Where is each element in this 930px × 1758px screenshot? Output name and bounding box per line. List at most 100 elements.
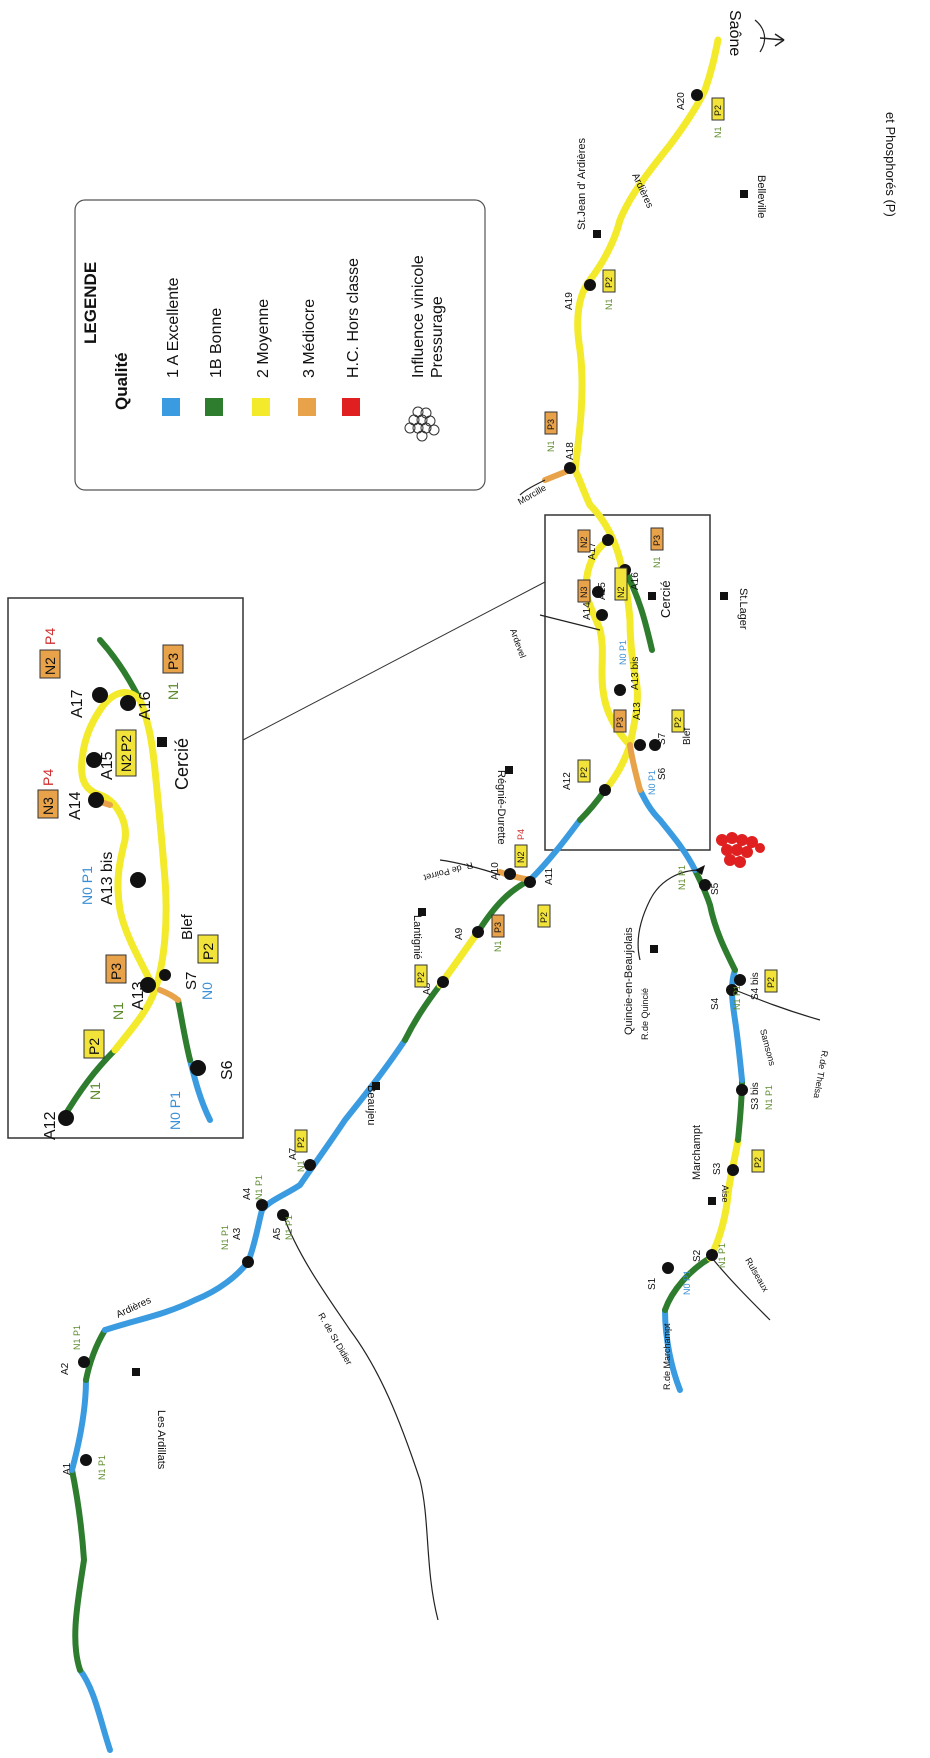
label-r-marchampt: R.de Marchampt xyxy=(662,1323,672,1390)
legend-label-poor: 3 Médiocre xyxy=(301,299,318,378)
s-orange-s7 xyxy=(627,742,643,793)
code-s2: N1 P1 xyxy=(717,1243,727,1268)
label-belleville: Belleville xyxy=(755,175,767,218)
label-les-ardillats: Les Ardillats xyxy=(155,1410,167,1470)
inset-river-green-s7 xyxy=(175,997,193,1063)
code-s3bis: N1 P1 xyxy=(764,1085,774,1110)
town-st-lager xyxy=(720,592,728,600)
label-s5: S5 xyxy=(710,882,721,895)
inset-code-a12-n: N1 xyxy=(87,1082,103,1100)
trib-ardevel xyxy=(539,614,601,631)
legend-swatch-excellent xyxy=(162,398,180,416)
segment-green-2 xyxy=(83,1327,108,1383)
badge-a14 xyxy=(577,579,591,603)
segment-blue-2 xyxy=(69,1377,89,1473)
label-a18: A18 xyxy=(565,442,576,460)
label-a9: A9 xyxy=(454,927,465,940)
town-quincie xyxy=(650,945,658,953)
legend-pressurage: Pressurage xyxy=(429,296,446,378)
label-a8: A8 xyxy=(422,982,433,995)
inset-badge-a12-text: P2 xyxy=(86,1038,102,1055)
badge-a15 xyxy=(614,567,628,601)
label-cercie: Cercié xyxy=(658,580,673,618)
label-s6: S6 xyxy=(657,767,668,780)
label-s3bis: S3 bis xyxy=(750,1082,761,1110)
badge-s4bis-text: P2 xyxy=(766,977,776,988)
dot-a2 xyxy=(78,1356,90,1368)
label-saone: Saône xyxy=(726,10,743,56)
code-a3: N1 P1 xyxy=(220,1225,230,1250)
dot-a5 xyxy=(277,1209,289,1221)
town-marchampt xyxy=(708,1197,716,1205)
badge-a19 xyxy=(602,269,616,293)
inset-dot-s7 xyxy=(159,969,171,981)
dot-s3bis xyxy=(736,1084,748,1096)
code-a1: N1 P1 xyxy=(97,1455,107,1480)
badge-a7 xyxy=(294,1129,308,1153)
dot-a15 xyxy=(592,586,604,598)
code-a16-n: N1 xyxy=(652,556,662,568)
inset-dot-a13 xyxy=(140,977,156,993)
inset-code-s7-n: N0 xyxy=(199,982,215,1000)
label-ardevel: Ardevel xyxy=(508,627,528,659)
label-a5: A5 xyxy=(272,1227,283,1240)
badge-a18-text: P3 xyxy=(546,419,556,430)
legend-swatch-average xyxy=(252,398,270,416)
badge-a15-text: N2 xyxy=(616,586,626,598)
badge-s3 xyxy=(751,1149,765,1173)
s-yellow-1 xyxy=(706,1136,742,1262)
inset-frame xyxy=(7,597,244,1139)
badge-a9 xyxy=(491,914,505,938)
zoom-frame xyxy=(544,514,711,851)
river-ardieres xyxy=(69,36,722,1753)
label-a13bis: A13 bis xyxy=(630,657,641,690)
badge-a11-text: P2 xyxy=(539,912,549,923)
inset-dot-a15 xyxy=(86,752,102,768)
legend-label-excellent: 1 A Excellente xyxy=(165,277,182,378)
legend-label-average: 2 Moyenne xyxy=(255,299,272,378)
inset-dot-s6 xyxy=(190,1060,206,1076)
inset-code-a16-n: N1 xyxy=(165,682,181,700)
trib-poirret xyxy=(439,859,501,876)
inset-badge-a14-text: N3 xyxy=(40,797,56,815)
inset-label-a16: A16 xyxy=(137,691,154,720)
inset-code-a13bis: N0 P1 xyxy=(79,866,95,905)
inset-code-a13-n: N1 xyxy=(110,1002,126,1020)
label-a3: A3 xyxy=(232,1227,243,1240)
badge-a8-text: P2 xyxy=(416,972,426,983)
label-a13: A13 xyxy=(632,702,643,720)
label-thelsa: R.de Thelsa xyxy=(812,1050,830,1099)
inset-badge-a15-n: N2 xyxy=(118,754,134,772)
inset-label-a17: A17 xyxy=(69,689,86,718)
badge-a17-text: N2 xyxy=(579,536,589,548)
river-south xyxy=(627,742,745,1393)
inset-label-cercie: Cercié xyxy=(172,738,192,790)
saone-arrow-icon xyxy=(759,33,785,47)
segment-yellow-3 xyxy=(571,36,722,474)
label-regnie: Régnié-Durette xyxy=(495,770,507,845)
inset-code-s6: N0 P1 xyxy=(167,1091,183,1130)
badge-s4bis xyxy=(764,969,778,993)
dot-s7 xyxy=(649,739,661,751)
inset-dot-a16 xyxy=(120,695,136,711)
inset-label-a15: A15 xyxy=(99,751,116,780)
label-a2: A2 xyxy=(60,1362,71,1375)
town-regnie xyxy=(505,766,513,774)
label-aise: Aise xyxy=(720,1185,730,1203)
inset-dot-a17 xyxy=(92,687,108,703)
code-s1: N0 P1 xyxy=(682,1270,692,1295)
inset-dot-a14 xyxy=(88,792,104,808)
badge-a16-text: P3 xyxy=(652,535,662,546)
trib-rulseaux xyxy=(711,1257,771,1321)
dot-a18 xyxy=(564,462,576,474)
label-a19: A19 xyxy=(564,292,575,310)
inset-badge-a16 xyxy=(162,644,184,674)
town-cercie xyxy=(648,592,656,600)
dot-a3 xyxy=(242,1256,254,1268)
dot-s4 xyxy=(726,984,738,996)
segment-green-6 xyxy=(622,567,655,653)
badge-s3-text: P2 xyxy=(753,1157,763,1168)
legend-influence: Influence vinicole xyxy=(410,255,427,378)
legend-label-hors-classe: H.C. Hors classe xyxy=(345,258,362,378)
trib-st-didier xyxy=(282,1214,439,1621)
